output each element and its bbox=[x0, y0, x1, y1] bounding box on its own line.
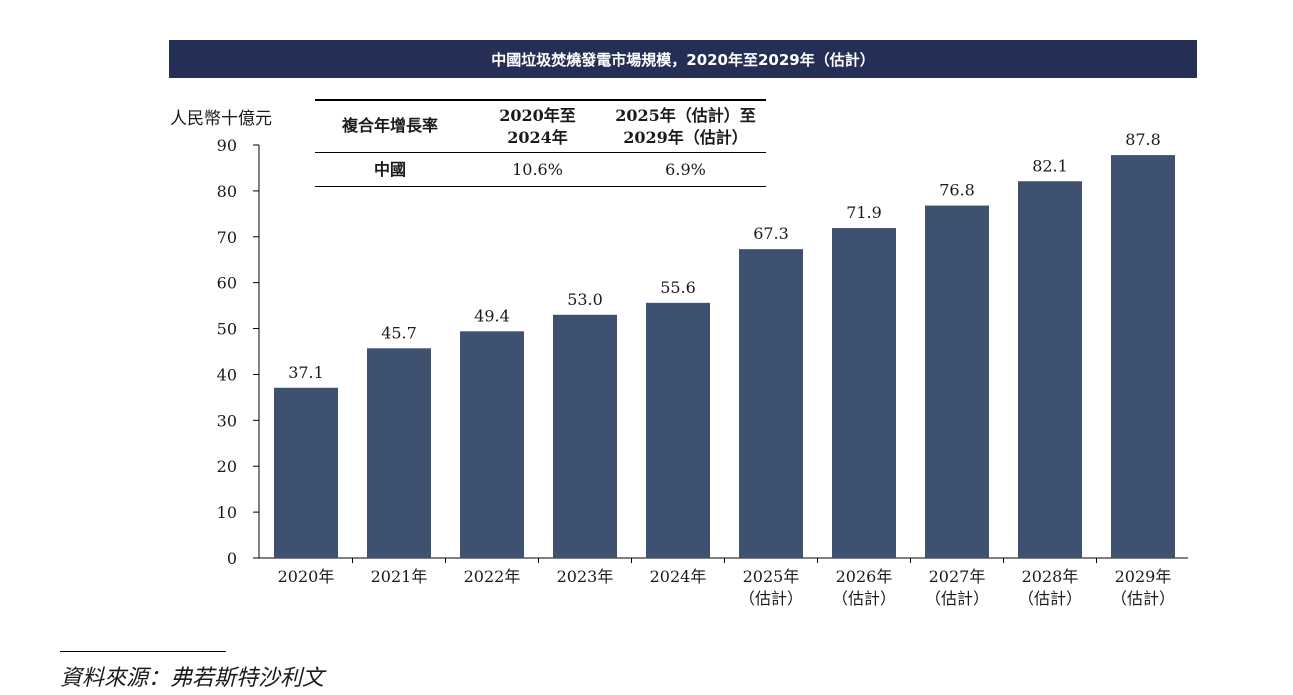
bar bbox=[553, 314, 617, 558]
bar-value-label: 87.8 bbox=[1125, 130, 1161, 149]
cagr-table-bottom-rule bbox=[315, 186, 766, 187]
x-category-label: 2026年 bbox=[836, 567, 893, 586]
bar bbox=[274, 387, 338, 558]
bar-value-label: 71.9 bbox=[846, 203, 882, 222]
source-divider bbox=[60, 651, 226, 652]
source-note: 資料來源：弗若斯特沙利文 bbox=[60, 666, 325, 691]
x-category-label: （估計） bbox=[925, 589, 989, 608]
bar-value-label: 76.8 bbox=[939, 181, 975, 200]
bar-value-label: 82.1 bbox=[1032, 156, 1068, 175]
bar bbox=[1018, 181, 1082, 558]
cagr-row-label: 中國 bbox=[373, 160, 406, 179]
cagr-header-period2-line2: 2029年（估計） bbox=[623, 128, 748, 147]
x-category-label: （估計） bbox=[832, 589, 896, 608]
bar-value-label: 45.7 bbox=[381, 323, 417, 342]
y-tick-label: 60 bbox=[217, 274, 237, 293]
y-tick-label: 30 bbox=[217, 411, 237, 430]
y-tick-label: 0 bbox=[227, 549, 237, 568]
cagr-header-period2-line1: 2025年（估計）至 bbox=[615, 106, 756, 125]
x-category-label: 2025年 bbox=[743, 567, 800, 586]
x-category-label: 2021年 bbox=[371, 567, 428, 586]
y-tick-label: 70 bbox=[217, 228, 237, 247]
bar-value-label: 67.3 bbox=[753, 224, 789, 243]
y-axis-unit-label: 人民幣十億元 bbox=[170, 109, 272, 129]
y-tick-label: 40 bbox=[217, 365, 237, 384]
x-category-label: 2022年 bbox=[464, 567, 521, 586]
cagr-table-top-rule bbox=[315, 99, 766, 101]
bar bbox=[1111, 155, 1175, 558]
x-category-label: 2027年 bbox=[929, 567, 986, 586]
y-tick-label: 90 bbox=[217, 136, 237, 155]
cagr-header-period1-line1: 2020年至 bbox=[499, 106, 576, 125]
cagr-header-label: 複合年增長率 bbox=[341, 116, 438, 135]
bar bbox=[460, 331, 524, 558]
cagr-value-period2: 6.9% bbox=[665, 160, 706, 179]
bar-value-label: 37.1 bbox=[288, 363, 324, 382]
x-category-label: 2020年 bbox=[278, 567, 335, 586]
bar-value-label: 55.6 bbox=[660, 278, 696, 297]
cagr-value-period1: 10.6% bbox=[512, 160, 563, 179]
chart-title-bar: 中國垃圾焚燒發電市場規模，2020年至2029年（估計） bbox=[169, 40, 1197, 78]
bar bbox=[739, 249, 803, 558]
bar-value-label: 49.4 bbox=[474, 306, 510, 325]
y-tick-label: 20 bbox=[217, 457, 237, 476]
x-category-label: 2029年 bbox=[1115, 567, 1172, 586]
bar bbox=[832, 228, 896, 558]
x-category-label: （估計） bbox=[1111, 589, 1175, 608]
x-category-label: （估計） bbox=[739, 589, 803, 608]
cagr-header-period1-line2: 2024年 bbox=[507, 128, 568, 147]
x-category-label: （估計） bbox=[1018, 589, 1082, 608]
bar bbox=[925, 205, 989, 558]
bar-value-label: 53.0 bbox=[567, 290, 603, 309]
y-tick-label: 10 bbox=[217, 503, 237, 522]
x-category-label: 2024年 bbox=[650, 567, 707, 586]
y-tick-label: 50 bbox=[217, 320, 237, 339]
bar bbox=[367, 348, 431, 558]
chart-title: 中國垃圾焚燒發電市場規模，2020年至2029年（估計） bbox=[491, 50, 875, 69]
y-tick-label: 80 bbox=[217, 182, 237, 201]
cagr-table-mid-rule bbox=[315, 152, 766, 153]
x-category-label: 2028年 bbox=[1022, 567, 1079, 586]
bar bbox=[646, 302, 710, 558]
x-category-label: 2023年 bbox=[557, 567, 614, 586]
